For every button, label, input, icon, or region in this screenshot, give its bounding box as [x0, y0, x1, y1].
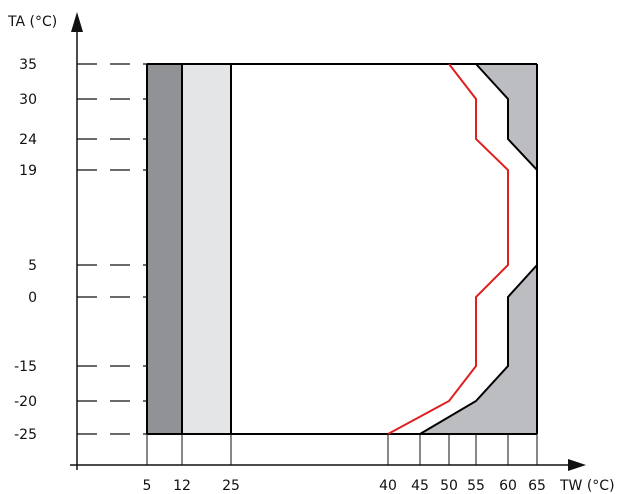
gray-wedge	[420, 64, 537, 434]
y-tick-label: 19	[19, 163, 37, 179]
gray-wedge-area	[420, 64, 537, 434]
y-tick-label: -20	[14, 394, 37, 410]
y-tick-label: 35	[19, 57, 37, 73]
x-tick-label: 50	[440, 478, 458, 494]
region-2	[182, 64, 231, 434]
x-tick-label: 40	[379, 478, 397, 494]
y-tick-label: 24	[19, 132, 37, 148]
y-tick-label: 30	[19, 92, 37, 108]
y-axis-title: TA (°C)	[7, 14, 57, 30]
region-1	[147, 64, 182, 434]
y-tick-label: -15	[14, 359, 37, 375]
y-tick-label: 5	[28, 258, 37, 274]
red-boundary-line	[387, 63, 509, 435]
x-tick-label: 45	[411, 478, 429, 494]
plot-frame	[146, 63, 538, 435]
y-axis-arrow	[71, 12, 83, 32]
x-tick-label: 25	[222, 478, 240, 494]
x-tick-label: 55	[467, 478, 485, 494]
shaded-regions	[147, 64, 231, 434]
x-tick-label: 60	[499, 478, 517, 494]
x-axis-title: TW (°C)	[559, 478, 615, 494]
y-tick-label: -25	[14, 427, 37, 443]
x-tick-label: 12	[173, 478, 191, 494]
boundary-curves	[387, 63, 538, 435]
x-axis-arrow	[568, 459, 586, 471]
y-tick-label: 0	[28, 290, 37, 306]
x-tick-label: 65	[528, 478, 546, 494]
tick-guides	[77, 63, 538, 465]
axes	[70, 12, 586, 471]
black-boundary-line	[419, 63, 538, 435]
x-tick-label: 5	[143, 478, 152, 494]
